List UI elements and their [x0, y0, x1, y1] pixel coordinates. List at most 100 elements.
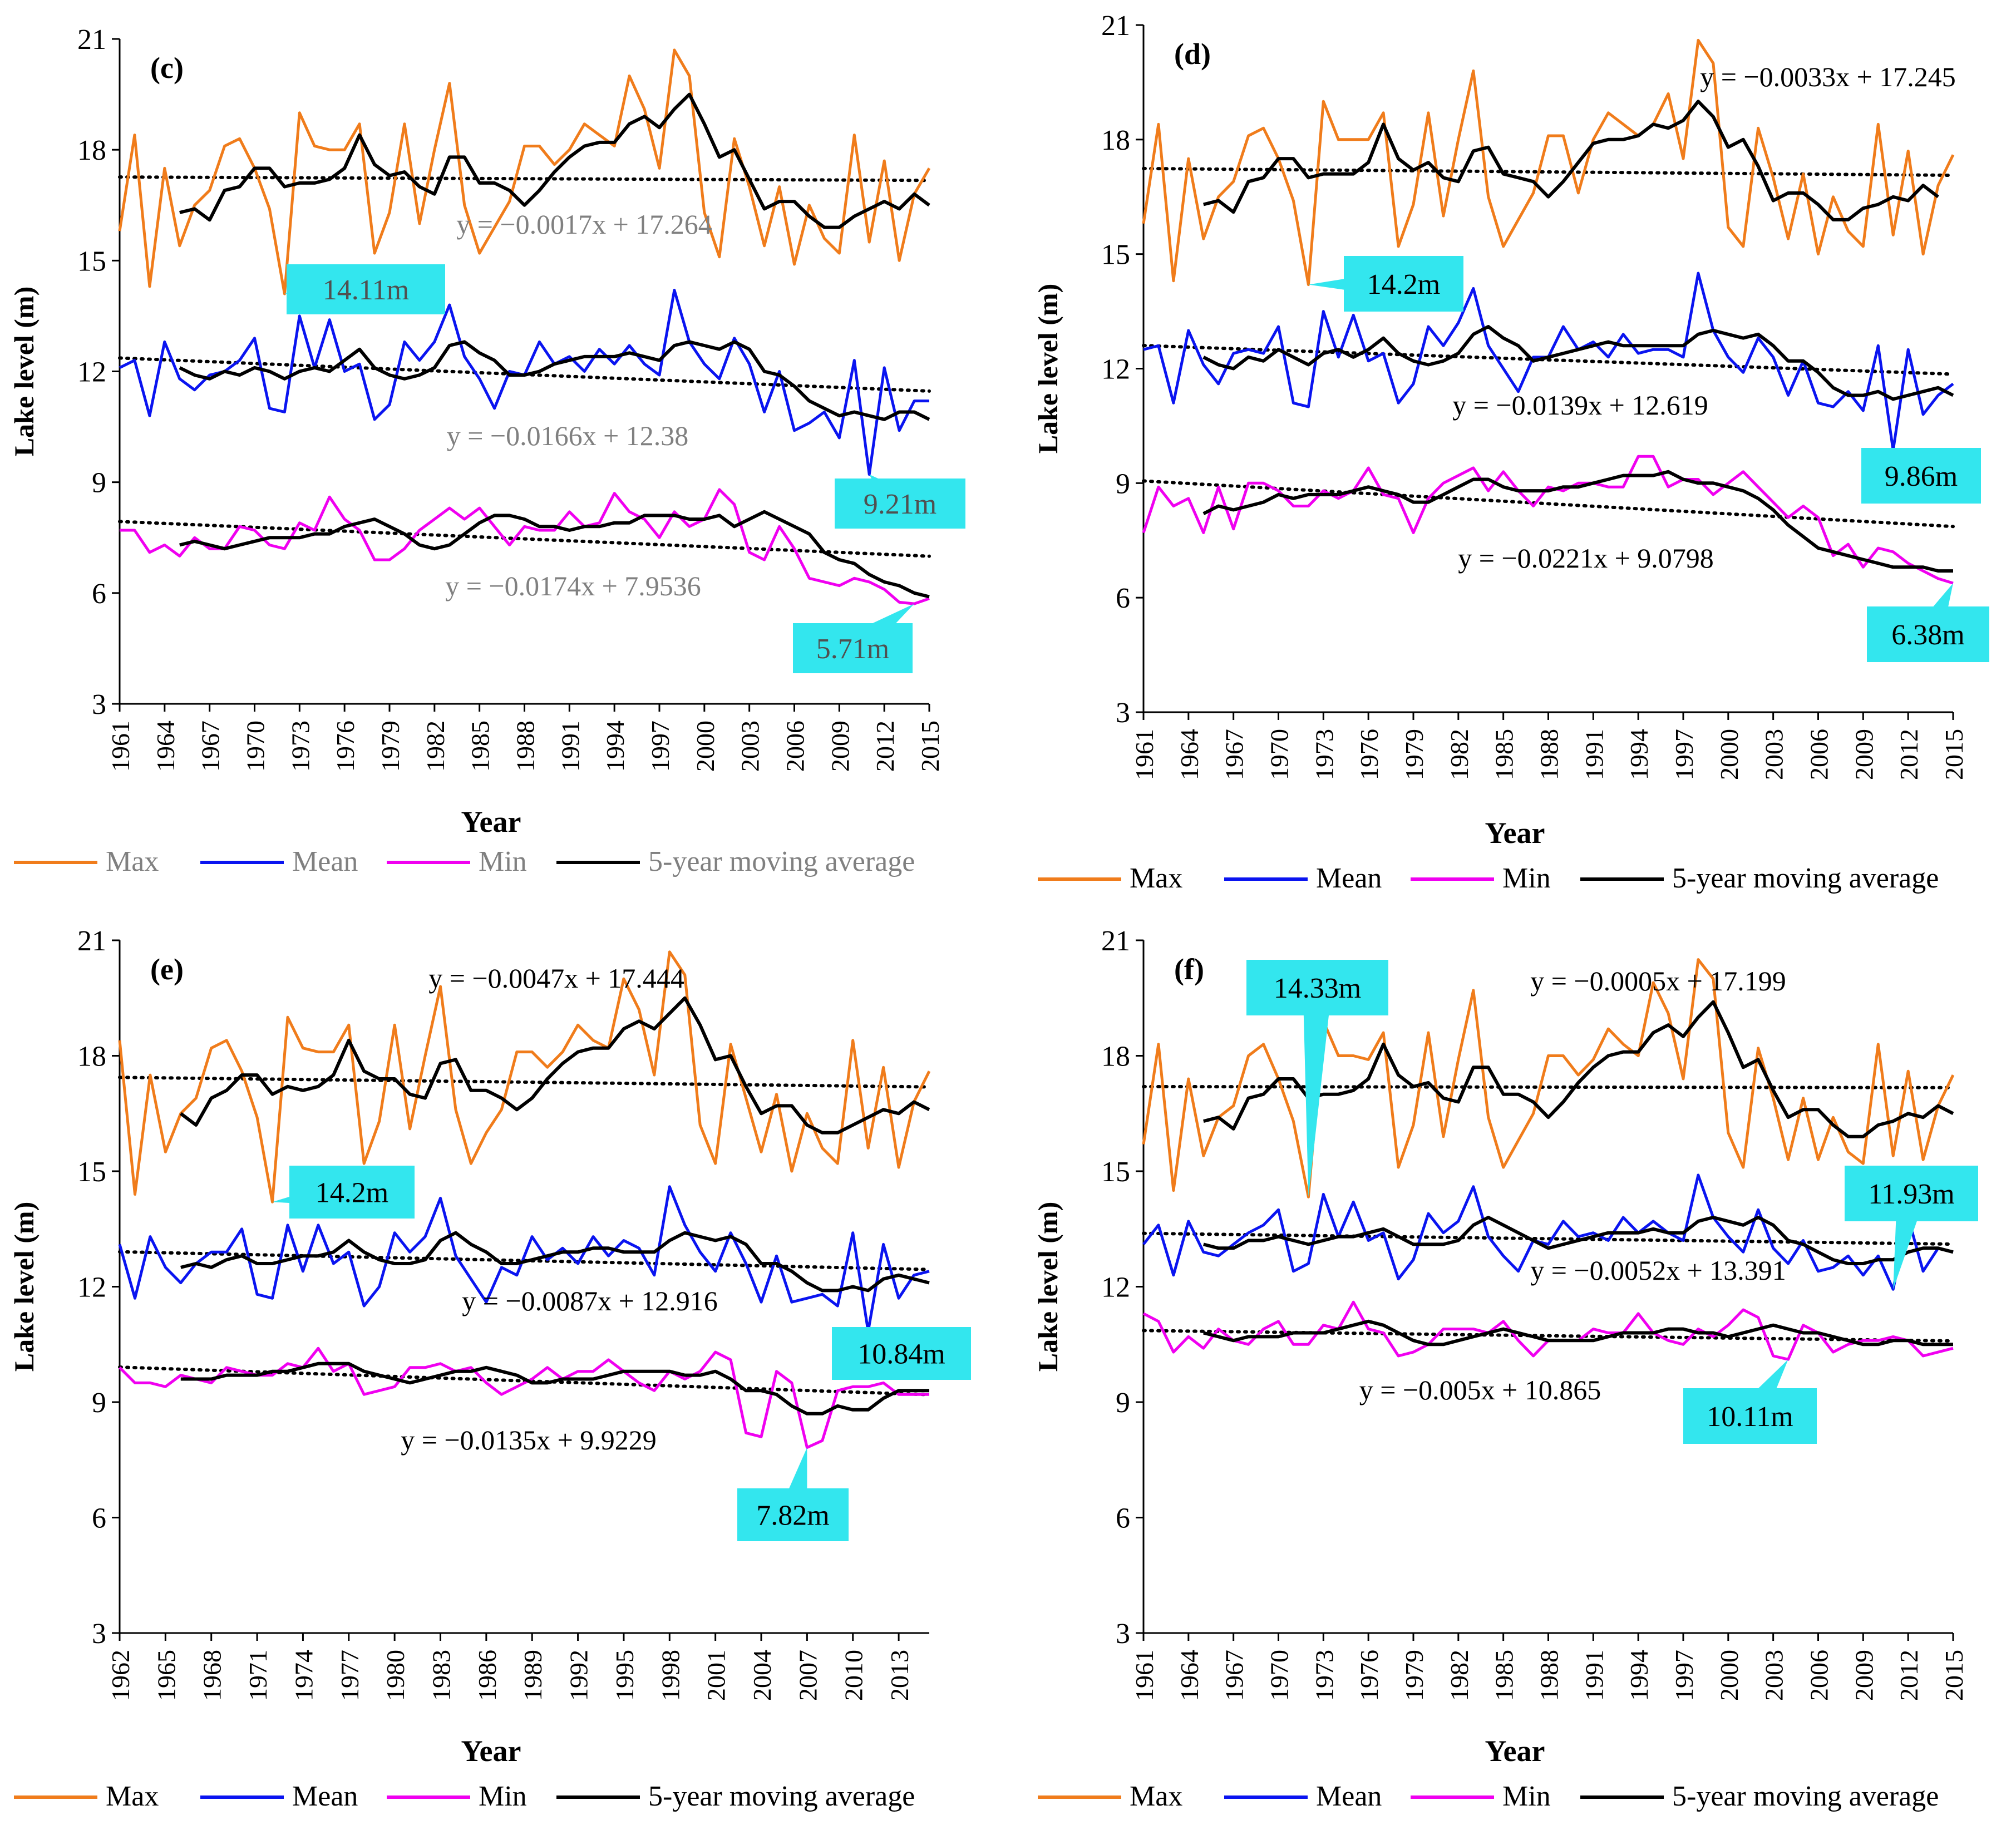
legend: Max Mean Min 5-year moving average — [1038, 862, 1939, 894]
series-line-5-year-moving-average-mean- — [180, 1231, 930, 1293]
legend: Max Mean Min 5-year moving average — [14, 1780, 915, 1812]
x-tick-label: 2006 — [1805, 729, 1833, 780]
y-axis-title: Lake level (m) — [1032, 1202, 1063, 1372]
y-tick-label: 3 — [1116, 697, 1130, 729]
y-tick-label: 21 — [1101, 925, 1130, 957]
x-tick-label: 1988 — [1535, 1650, 1564, 1701]
x-tick-label: 1976 — [1355, 1650, 1383, 1701]
callout-box — [1867, 606, 1989, 662]
x-tick-label: 1976 — [331, 721, 359, 772]
x-tick-label: 1973 — [1310, 1650, 1338, 1701]
x-tick-label: 1970 — [1265, 1650, 1294, 1701]
x-tick-label: 1991 — [556, 721, 584, 772]
series-line-5-year-moving-average-max- — [179, 92, 930, 229]
legend-label-min: Min — [479, 1780, 527, 1812]
y-tick-label: 12 — [1101, 1272, 1130, 1304]
x-tick-label: 1980 — [381, 1650, 410, 1701]
legend-label-min: Min — [1502, 1780, 1551, 1812]
y-tick-label: 6 — [92, 1503, 106, 1535]
callout-label: 14.33m — [1274, 973, 1361, 1004]
x-tick-label: 1973 — [1310, 729, 1338, 780]
x-tick-label: 2012 — [1895, 1650, 1923, 1701]
x-tick-label: 2003 — [1760, 1650, 1788, 1701]
y-tick-label: 9 — [92, 1387, 106, 1419]
y-tick-label: 15 — [1101, 1156, 1130, 1188]
series-line-5-year-moving-average-mean- — [1202, 325, 1954, 401]
callout-label: 11.93m — [1868, 1178, 1955, 1210]
x-axis-title: Year — [1485, 816, 1545, 850]
x-tick-label: 1964 — [1175, 729, 1204, 780]
callout-box — [832, 1327, 971, 1380]
trendline-max — [118, 1076, 931, 1089]
callout-label: 14.2m — [316, 1177, 388, 1209]
series-line-5-year-moving-average-min- — [1203, 1319, 1953, 1346]
panel-label: (f) — [1174, 953, 1204, 986]
x-tick-label: 2004 — [748, 1650, 776, 1701]
legend-label-max: Max — [106, 1780, 159, 1812]
x-tick-label: 1985 — [1490, 1650, 1519, 1701]
series-line-max — [118, 950, 931, 1203]
x-tick-label: 2012 — [871, 721, 899, 772]
x-tick-label: 1997 — [1670, 1650, 1698, 1701]
x-tick-label: 1979 — [1400, 729, 1428, 780]
x-tick-label: 1997 — [1670, 729, 1698, 780]
callout-box — [287, 264, 445, 314]
legend-label-moving-average: 5-year moving average — [1672, 862, 1939, 894]
trend-equation: y = −0.005x + 10.865 — [1359, 1374, 1601, 1405]
x-tick-label: 1962 — [106, 1650, 135, 1701]
legend-label-min: Min — [479, 846, 527, 877]
x-tick-label: 2000 — [691, 721, 719, 772]
y-tick-label: 18 — [77, 135, 106, 166]
chart-panel-1: 3 6 9 12 15 18 21 1961 1964 1967 1970 1973 1976 1979 1… — [8, 24, 965, 877]
x-tick-label: 1991 — [1580, 1650, 1608, 1701]
x-tick-label: 1967 — [1220, 729, 1249, 780]
x-tick-label: 1988 — [511, 721, 540, 772]
series-line-5-year-moving-average-min- — [179, 510, 930, 599]
panel-label: (e) — [150, 953, 184, 986]
callout-label: 9.21m — [864, 489, 936, 520]
trend-equation: y = −0.0087x + 12.916 — [462, 1285, 718, 1316]
trend-equation: y = −0.0033x + 17.245 — [1700, 61, 1956, 92]
series-line-5-year-moving-average-max- — [179, 996, 930, 1134]
callout-box — [737, 1488, 849, 1541]
x-tick-label: 1979 — [376, 721, 405, 772]
y-tick-label: 9 — [92, 467, 106, 499]
x-tick-label: 2003 — [736, 721, 765, 772]
callout-box — [793, 623, 913, 673]
trend-equation: y = −0.0047x + 17.444 — [428, 963, 684, 994]
x-tick-label: 2012 — [1895, 729, 1923, 780]
x-tick-label: 2015 — [916, 721, 944, 772]
x-tick-label: 1997 — [646, 721, 674, 772]
callout-box — [835, 479, 965, 529]
callout-label: 10.11m — [1707, 1401, 1793, 1433]
trendline-mean — [1142, 343, 1955, 376]
x-tick-label: 1994 — [601, 721, 629, 772]
y-tick-label: 15 — [77, 245, 106, 277]
x-tick-label: 1985 — [466, 721, 495, 772]
x-tick-label: 2007 — [793, 1650, 822, 1701]
x-tick-label: 1970 — [241, 721, 270, 772]
trend-equation: y = −0.0174x + 7.9536 — [445, 570, 701, 601]
x-tick-label: 1974 — [289, 1650, 318, 1701]
series-line-mean — [118, 1185, 930, 1333]
legend: Max Mean Min 5-year moving average — [1038, 1780, 1939, 1812]
callout-box — [1845, 1166, 1978, 1221]
y-tick-label: 21 — [77, 24, 106, 56]
x-tick-label: 1967 — [1220, 1650, 1249, 1701]
x-tick-label: 1961 — [1130, 1650, 1159, 1701]
y-tick-label: 6 — [92, 578, 106, 610]
y-axis-title: Lake level (m) — [1032, 284, 1063, 453]
x-tick-label: 1998 — [656, 1650, 684, 1701]
x-tick-label: 2009 — [826, 721, 854, 772]
y-axis-title: Lake level (m) — [8, 1202, 40, 1372]
callout-box — [1861, 448, 1981, 504]
x-tick-label: 2015 — [1940, 729, 1968, 780]
trend-equation: y = −0.0139x + 12.619 — [1452, 389, 1708, 421]
x-tick-label: 1995 — [610, 1650, 639, 1701]
y-tick-label: 6 — [1116, 583, 1130, 614]
legend-label-max: Max — [106, 846, 159, 877]
callout-pointer — [1303, 986, 1332, 1197]
callout-label: 10.84m — [857, 1339, 945, 1370]
series-line-min — [120, 488, 930, 605]
x-tick-label: 1961 — [1130, 729, 1159, 780]
